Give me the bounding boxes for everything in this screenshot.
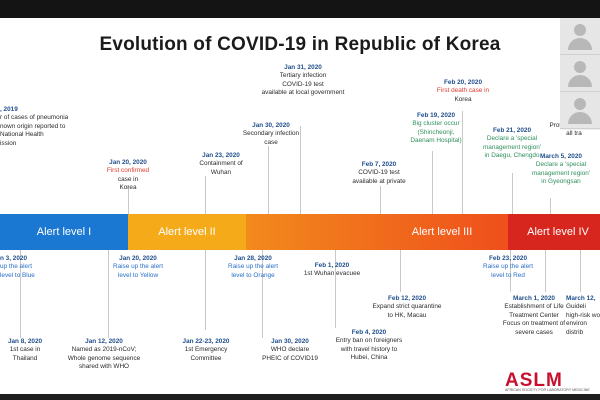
timeline-event-below: Jan 22-23, 2020 1st Emergency Committee <box>182 338 230 362</box>
alert-level-3-band: Alert level III <box>246 214 508 250</box>
alert-level-1-band: Alert level I <box>0 214 128 250</box>
connector-line <box>512 173 513 214</box>
timeline-event-below: Jan 8, 2020 1st case in Thailand <box>7 338 43 362</box>
top-bar <box>0 0 600 18</box>
timeline-event-above: , 2019 r of cases of pneumonia nown orig… <box>0 106 69 147</box>
timeline-event-below: Feb 1, 2020 1st Wuhan evacuee <box>303 262 361 278</box>
timeline-event-above: Feb 20, 2020 First death case in Korea <box>436 79 490 103</box>
connector-line <box>300 126 301 214</box>
slide-title: Evolution of COVID-19 in Republic of Kor… <box>99 34 501 55</box>
connector-line <box>400 250 401 292</box>
connector-line <box>268 146 269 214</box>
connector-line <box>580 250 581 292</box>
timeline-event-below: Jan 12, 2020 Named as 2019-nCoV; Whole g… <box>67 338 141 371</box>
connector-line <box>205 250 206 330</box>
timeline-event-above: Feb 21, 2020 Declare a 'special manageme… <box>482 127 542 160</box>
alert-level-label: Alert level I <box>36 226 92 238</box>
alert-level-label: Alert level IV <box>527 226 589 238</box>
connector-line <box>20 250 21 338</box>
alert-level-label: Alert level II <box>158 226 216 238</box>
avatar-icon <box>574 61 586 73</box>
timeline-event-below: Feb 4, 2020 Entry ban on foreigners with… <box>335 329 403 362</box>
timeline-event-above: Feb 7, 2020 COVID-19 test available at p… <box>352 161 406 185</box>
logo-tagline: AFRICAN SOCIETY FOR LABORATORY MEDICINE <box>505 388 590 392</box>
timeline-event-above: March 5, 2020 Declare a 'special managem… <box>531 153 591 186</box>
avatar-body <box>568 38 592 50</box>
connector-line <box>380 186 381 214</box>
connector-line <box>335 250 336 328</box>
participant-tile[interactable] <box>560 18 600 55</box>
timeline-event-above: Jan 20, 2020 First confirmed case in Kor… <box>106 159 150 192</box>
timeline-event-above: Feb 19, 2020 Big cluster occur (Shincheo… <box>410 112 462 145</box>
timeline-event-above: Jan 31, 2020 Tertiary infection COVID-19… <box>261 64 345 97</box>
logo-wordmark: ASLM <box>505 370 563 391</box>
avatar-icon <box>574 24 586 36</box>
connector-line <box>128 186 129 214</box>
connector-line <box>262 250 263 338</box>
avatar-icon <box>574 98 586 110</box>
participant-panel <box>560 18 600 130</box>
presentation-slide: Evolution of COVID-19 in Republic of Kor… <box>0 18 600 394</box>
connector-line <box>545 250 546 292</box>
timeline-event-below: March 1, 2020 Establishment of Life Trea… <box>502 295 566 336</box>
connector-line <box>462 111 463 214</box>
timeline-event-above: Jan 23, 2020 Containment of Wuhan <box>199 152 243 176</box>
connector-line <box>550 198 551 214</box>
connector-line <box>205 176 206 214</box>
timeline-event-below: Feb 23, 2020 Raise up the alert level to… <box>482 255 534 279</box>
alert-level-label: Alert level III <box>411 226 473 238</box>
timeline-event-below: Jan 28, 2020 Raise up the alert level to… <box>227 255 279 279</box>
bottom-bar <box>0 394 600 400</box>
alert-level-4-band: Alert level IV <box>508 214 600 250</box>
alert-level-2-band: Alert level II <box>128 214 246 250</box>
timeline-event-below: n 3, 2020 up the alert level to Blue <box>0 255 35 279</box>
avatar-body <box>568 75 592 87</box>
avatar-body <box>568 112 592 124</box>
timeline-event-below: Jan 20, 2020 Raise up the alert level to… <box>112 255 164 279</box>
connector-line <box>510 250 511 292</box>
timeline-event-below: March 12, Guideli high-risk wo environ d… <box>566 295 600 336</box>
aslm-logo: ASLM AFRICAN SOCIETY FOR LABORATORY MEDI… <box>505 370 600 394</box>
timeline-event-above: Jan 30, 2020 Secondary infection case <box>242 122 300 146</box>
participant-tile[interactable] <box>560 92 600 129</box>
timeline-event-below: Feb 12, 2020 Expand strict quarantine to… <box>372 295 442 319</box>
participant-tile[interactable] <box>560 55 600 92</box>
connector-line <box>108 250 109 338</box>
connector-line <box>432 151 433 214</box>
timeline-event-below: Jan 30, 2020 WHO declare PHEIC of COVID1… <box>262 338 318 362</box>
